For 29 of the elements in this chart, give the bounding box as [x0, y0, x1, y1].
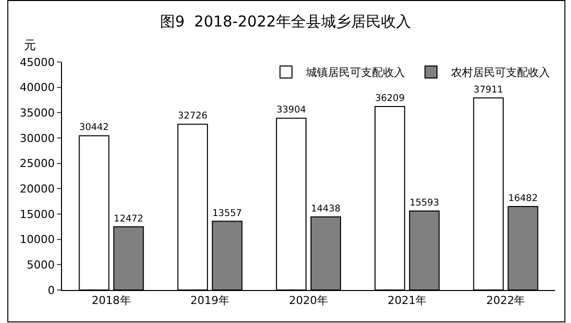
data-label: 33904	[276, 104, 306, 116]
data-label: 16482	[508, 192, 538, 204]
y-tick-label: 5000	[26, 258, 55, 272]
y-tick-label: 10000	[20, 233, 55, 246]
x-tick-label: 2019年	[190, 294, 230, 308]
x-tick-label: 2020年	[289, 294, 328, 308]
legend-label: 城镇居民可支配收入	[305, 66, 405, 80]
data-label: 12472	[114, 213, 144, 224]
data-label: 37911	[474, 84, 504, 96]
chart-title: 图9 2018-2022年全县城乡居民收入	[160, 12, 411, 31]
x-tick-label: 2022年	[486, 294, 526, 308]
y-tick-label: 45000	[20, 56, 55, 69]
x-tick-label: 2021年	[388, 294, 427, 308]
y-tick-label: 15000	[20, 208, 55, 221]
data-label: 13557	[212, 208, 242, 219]
legend-label: 农村居民可支配收入	[451, 66, 550, 80]
y-tick-label: 35000	[20, 106, 55, 120]
data-label: 32726	[178, 110, 208, 122]
y-tick-label: 20000	[20, 182, 55, 196]
y-tick-label: 40000	[20, 81, 55, 94]
y-axis-title: 元	[24, 38, 36, 52]
data-label: 36209	[375, 93, 405, 104]
data-label: 30442	[79, 122, 109, 134]
y-tick-label: 0	[48, 284, 55, 297]
y-tick-label: 25000	[20, 157, 55, 170]
y-tick-label: 30000	[20, 132, 55, 145]
x-tick-label: 2018年	[92, 294, 131, 308]
data-label: 15593	[410, 197, 440, 208]
data-label: 14438	[310, 203, 341, 214]
